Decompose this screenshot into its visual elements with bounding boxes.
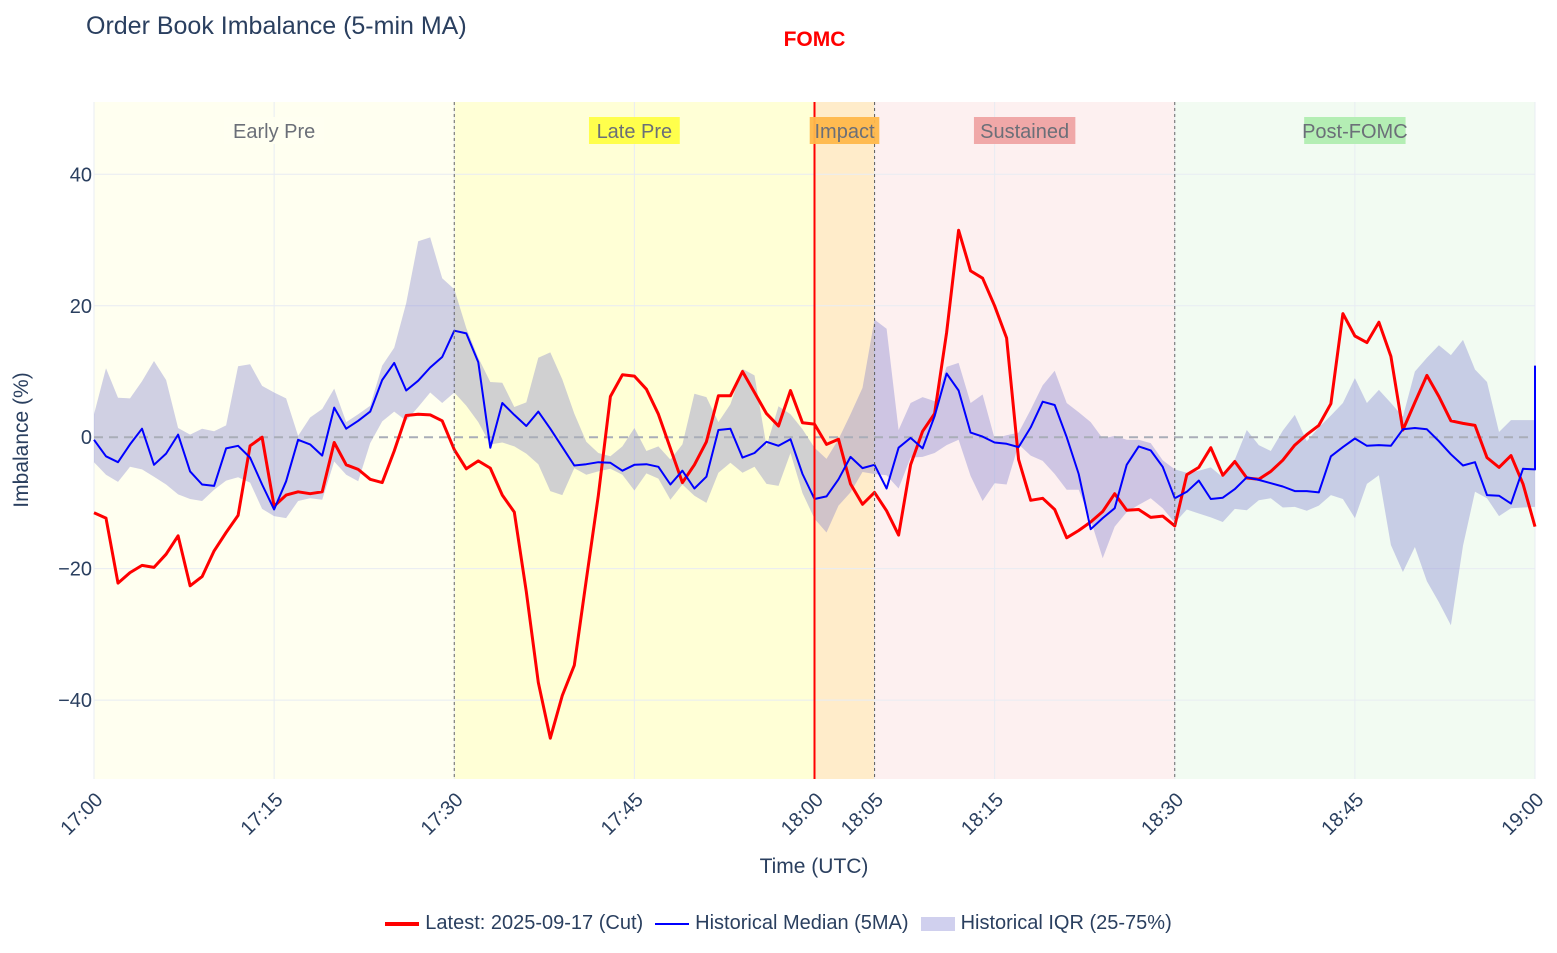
iqr-band [94, 237, 1535, 626]
x-tick-label: 18:05 [837, 789, 888, 840]
region-labels: Early Pre Late Pre Impact Sustained Post-FOM… [223, 117, 1408, 144]
y-tick-label: −40 [58, 690, 92, 712]
x-tick-label: 17:30 [417, 789, 468, 840]
region-label: Post-FOMC [1302, 121, 1408, 143]
y-tick-label: 0 [81, 427, 92, 449]
legend-swatch-latest [385, 921, 420, 926]
legend-item-latest[interactable]: Latest: 2025-09-17 (Cut) [385, 912, 643, 935]
x-axis-title: Time (UTC) [760, 855, 869, 878]
y-axis-title: Imbalance (%) [10, 372, 33, 507]
region-label: Sustained [980, 121, 1069, 143]
region-label-bg [809, 117, 880, 144]
legend-item-median[interactable]: Historical Median (5MA) [655, 912, 909, 935]
region-label: Impact [815, 121, 875, 143]
y-tick-label: 40 [70, 164, 92, 186]
x-tick-label: 17:15 [237, 789, 288, 840]
x-tick-label: 17:45 [597, 789, 648, 840]
x-tick-label: 18:15 [957, 789, 1008, 840]
region-label-bg [973, 117, 1076, 144]
y-tick-label: 20 [70, 296, 92, 318]
iqr-band-layer [94, 237, 1535, 626]
event-label: FOMC [784, 28, 846, 51]
region-label-bg [1304, 117, 1406, 144]
x-tick-label: 18:30 [1137, 789, 1188, 840]
chart-title: Order Book Imbalance (5-min MA) [86, 12, 467, 40]
x-tick-label: 18:00 [777, 789, 828, 840]
region-label-bg [588, 117, 680, 144]
x-tick-label: 19:00 [1497, 789, 1548, 840]
legend-swatch-median [655, 922, 690, 925]
region-dividers [453, 102, 1176, 779]
legend-label-latest: Latest: 2025-09-17 (Cut) [425, 912, 644, 934]
legend-swatch-iqr [920, 916, 955, 931]
region-label: Early Pre [233, 121, 315, 143]
median-series-line [93, 329, 1536, 531]
legend-label-iqr: Historical IQR (25-75%) [960, 912, 1172, 934]
legend-item-iqr[interactable]: Historical IQR (25-75%) [920, 912, 1172, 935]
y-tick-label: −20 [58, 559, 92, 581]
region-label: Late Pre [597, 121, 673, 143]
legend: Latest: 2025-09-17 (Cut) Historical Medi… [0, 912, 1557, 935]
region-label-bg [223, 117, 325, 144]
legend-label-median: Historical Median (5MA) [695, 912, 909, 934]
x-tick-label: 17:00 [56, 789, 107, 840]
x-tick-label: 18:45 [1317, 789, 1368, 840]
